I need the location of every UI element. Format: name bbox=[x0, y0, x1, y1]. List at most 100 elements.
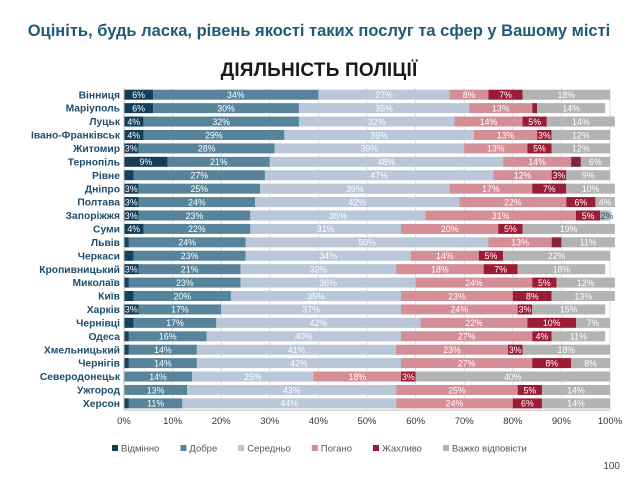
data-label: 37% bbox=[302, 305, 320, 315]
legend-swatch bbox=[238, 445, 245, 451]
category-label: Черкаси bbox=[78, 251, 120, 262]
data-label: 36% bbox=[319, 278, 337, 288]
bar-segment bbox=[498, 223, 523, 234]
bar-segment bbox=[124, 116, 144, 127]
bar-segment bbox=[264, 170, 494, 181]
data-label: 13% bbox=[487, 144, 505, 154]
data-label: 3% bbox=[509, 345, 522, 355]
bar-segment bbox=[415, 371, 610, 382]
data-label: 2% bbox=[552, 238, 565, 248]
bar-segment bbox=[561, 237, 615, 248]
bar-segment bbox=[124, 371, 193, 382]
data-label: 30% bbox=[217, 103, 235, 113]
bar-segment bbox=[153, 89, 319, 100]
bar-segment bbox=[128, 331, 207, 342]
bar-segment bbox=[566, 183, 615, 194]
data-label: 35% bbox=[307, 291, 325, 301]
data-label: 41% bbox=[288, 345, 306, 355]
data-label: 7% bbox=[543, 184, 556, 194]
data-label: 22% bbox=[504, 197, 522, 207]
data-label: 32% bbox=[310, 264, 328, 274]
legend-swatch bbox=[442, 445, 449, 451]
bar-segment bbox=[124, 304, 139, 315]
category-label: Рівне bbox=[92, 171, 120, 182]
bar-segment bbox=[245, 250, 411, 261]
bar-segment bbox=[566, 170, 610, 181]
bar-segment bbox=[396, 344, 508, 355]
bar-segment bbox=[488, 89, 523, 100]
x-tick-label: 20% bbox=[212, 416, 232, 427]
bar-segment bbox=[124, 170, 134, 181]
bar-segment bbox=[128, 237, 246, 248]
bar-segment bbox=[124, 358, 129, 369]
data-label: 6% bbox=[574, 197, 587, 207]
data-label: 14% bbox=[154, 358, 172, 368]
data-label: 18% bbox=[557, 90, 575, 100]
bar-segment bbox=[600, 210, 610, 221]
bar-segment bbox=[124, 237, 129, 248]
data-label: 9% bbox=[140, 157, 153, 167]
data-label: 50% bbox=[358, 238, 376, 248]
data-label: 31% bbox=[317, 224, 335, 234]
bar-segment bbox=[580, 156, 610, 167]
bar-segment bbox=[595, 197, 615, 208]
bar-segment bbox=[124, 317, 134, 328]
category-label: Львів bbox=[91, 238, 120, 249]
data-label: 24% bbox=[446, 399, 464, 409]
data-label: 42% bbox=[348, 197, 366, 207]
bar-segment bbox=[420, 317, 528, 328]
bar-segment bbox=[512, 291, 552, 302]
data-label: 5% bbox=[485, 251, 498, 261]
bar-segment bbox=[221, 304, 402, 315]
data-label: 5% bbox=[538, 278, 551, 288]
bar-segment bbox=[138, 183, 261, 194]
data-label: 36% bbox=[329, 211, 347, 221]
data-label: 9% bbox=[582, 171, 595, 181]
bar-segment bbox=[124, 103, 154, 114]
x-tick-label: 40% bbox=[309, 416, 329, 427]
bar-segment bbox=[206, 331, 402, 342]
bar-segment bbox=[537, 129, 552, 140]
data-label: 10% bbox=[582, 184, 600, 194]
category-label: Чернігів bbox=[78, 359, 120, 370]
bar-segment bbox=[143, 223, 251, 234]
legend-label: Відмінно bbox=[121, 444, 159, 455]
bar-segment bbox=[575, 210, 601, 221]
bar-segment bbox=[284, 129, 474, 140]
data-label: 29% bbox=[205, 130, 223, 140]
category-label: Кропивницький bbox=[39, 265, 120, 276]
bar-segment bbox=[230, 291, 402, 302]
bar-segment bbox=[522, 89, 610, 100]
legend-swatch bbox=[311, 445, 318, 451]
bar-segment bbox=[124, 384, 188, 395]
bar-segment bbox=[401, 304, 518, 315]
data-label: 23% bbox=[181, 251, 199, 261]
data-label: 14% bbox=[562, 103, 580, 113]
bar-segment bbox=[124, 331, 129, 342]
bar-segment bbox=[522, 116, 547, 127]
data-label: 24% bbox=[465, 278, 483, 288]
bar-segment bbox=[138, 210, 251, 221]
bar-segment bbox=[124, 277, 129, 288]
bar-segment bbox=[507, 344, 523, 355]
bar-segment bbox=[124, 398, 129, 409]
bar-segment bbox=[133, 291, 231, 302]
data-label: 5% bbox=[523, 385, 536, 395]
bar-segment bbox=[454, 116, 523, 127]
bar-segment bbox=[517, 384, 542, 395]
category-label: Херсон bbox=[83, 399, 120, 410]
bar-segment bbox=[473, 129, 538, 140]
bar-segment bbox=[469, 103, 533, 114]
bar-segment bbox=[401, 371, 416, 382]
data-label: 12% bbox=[577, 278, 595, 288]
x-tick-label: 60% bbox=[406, 416, 426, 427]
category-label: Запоріжжя bbox=[66, 211, 120, 222]
bar-segment bbox=[449, 89, 489, 100]
bar-segment bbox=[483, 264, 518, 275]
data-label: 17% bbox=[166, 318, 184, 328]
bar-segment bbox=[410, 250, 479, 261]
bar-segment bbox=[192, 371, 314, 382]
bar-segment bbox=[245, 237, 489, 248]
x-tick-label: 50% bbox=[357, 416, 377, 427]
category-label: Ужгород bbox=[77, 386, 120, 397]
